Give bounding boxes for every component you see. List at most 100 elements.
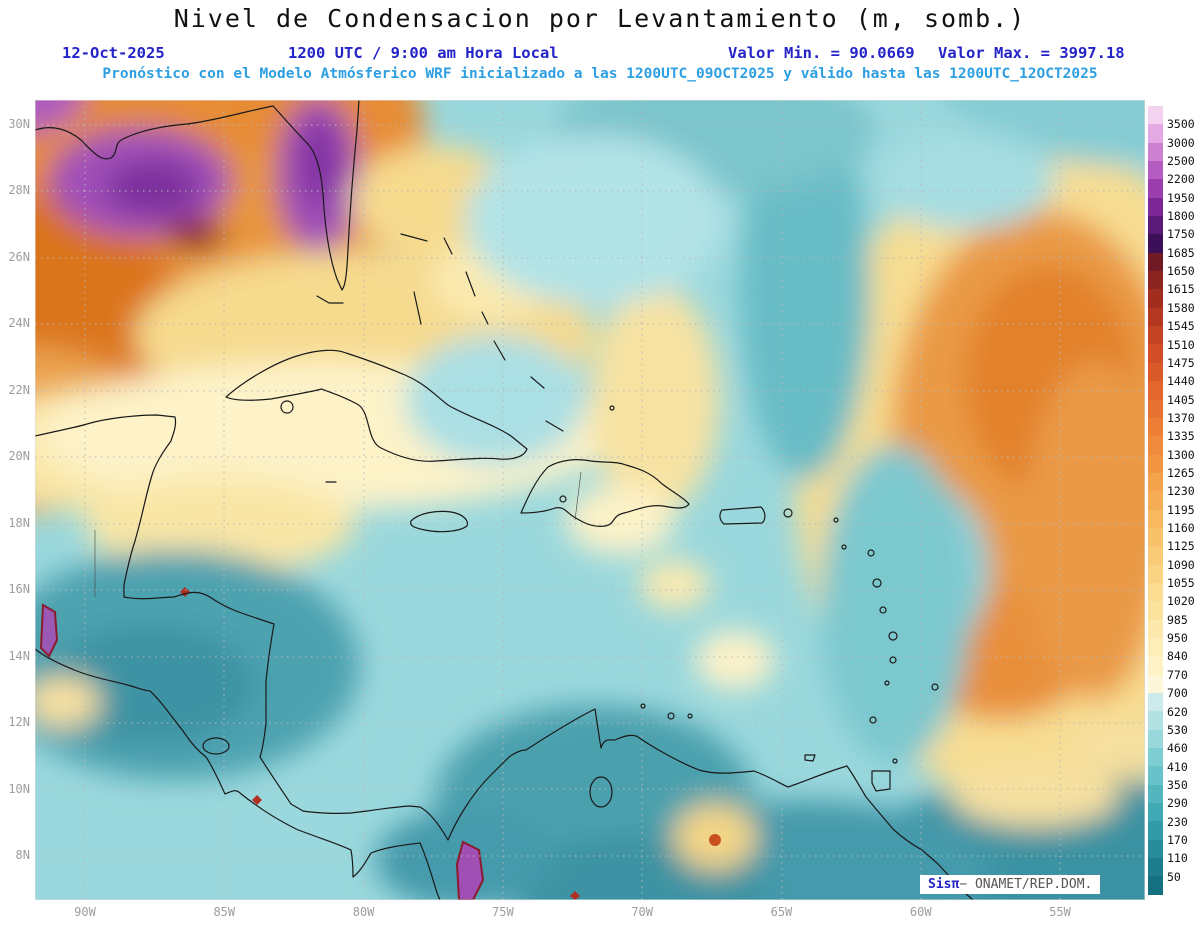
colorbar-level-770: 770 — [1167, 667, 1188, 682]
colorbar-cell-10 — [1148, 289, 1163, 308]
lat-tick-30N: 30N — [8, 117, 30, 131]
colorbar-level-410: 410 — [1167, 759, 1188, 774]
colorbar-cell-2 — [1148, 142, 1163, 162]
colorbar-level-3000: 3000 — [1167, 135, 1195, 150]
colorbar-cell-23 — [1148, 527, 1163, 547]
colorbar-level-110: 110 — [1167, 851, 1188, 866]
colorbar-level-1950: 1950 — [1167, 190, 1195, 205]
colorbar-level-1020: 1020 — [1167, 594, 1195, 609]
field-blobs — [35, 100, 1145, 900]
lcl-shaded-field — [34, 99, 1146, 901]
colorbar-cell-42 — [1148, 876, 1163, 895]
colorbar-cell-29 — [1148, 637, 1163, 657]
colorbar-cell-28 — [1148, 619, 1163, 638]
colorbar-level-530: 530 — [1167, 722, 1188, 737]
attribution-text: − ONAMET/REP.DOM. — [959, 877, 1093, 892]
colorbar-cell-13 — [1148, 344, 1163, 363]
coastlines — [35, 100, 974, 900]
lat-tick-20N: 20N — [8, 449, 30, 464]
colorbar-cell-16 — [1148, 399, 1163, 418]
colorbar-level-1545: 1545 — [1167, 319, 1195, 334]
colorbar-cell-40 — [1148, 839, 1163, 859]
colorbar-level-460: 460 — [1167, 741, 1188, 756]
colorbar-cell-32 — [1148, 693, 1163, 712]
lat-tick-8N: 8N — [15, 847, 30, 862]
colorbar-level-1125: 1125 — [1167, 539, 1195, 554]
colorbar-cell-26 — [1148, 582, 1163, 602]
colorbar-cell-6 — [1148, 216, 1163, 235]
colorbar-cell-8 — [1148, 252, 1163, 272]
lon-tick-55W: 55W — [1049, 905, 1071, 919]
attribution-badge: Sisπ− ONAMET/REP.DOM. — [920, 875, 1101, 894]
colorbar-cell-24 — [1148, 546, 1163, 565]
field-extremes — [39, 587, 721, 900]
colorbar-level-50: 50 — [1167, 869, 1181, 884]
colorbar-level-1510: 1510 — [1167, 337, 1195, 352]
colorbar-cell-3 — [1148, 161, 1163, 180]
colorbar-cell-0 — [1148, 106, 1163, 125]
colorbar-cell-7 — [1148, 234, 1163, 253]
graticule — [35, 100, 1145, 900]
value-max: Valor Max. = 3997.18 — [938, 44, 1125, 62]
colorbar-cell-14 — [1148, 362, 1163, 382]
colorbar-level-1750: 1750 — [1167, 227, 1195, 242]
political-borders — [94, 471, 582, 597]
colorbar — [1148, 106, 1163, 895]
colorbar-cell-11 — [1148, 307, 1163, 327]
colorbar-cell-37 — [1148, 784, 1163, 804]
colorbar-cell-22 — [1148, 509, 1163, 528]
lon-tick-85W: 85W — [213, 905, 236, 919]
colorbar-cell-36 — [1148, 766, 1163, 785]
colorbar-level-290: 290 — [1167, 796, 1188, 811]
colorbar-cell-39 — [1148, 821, 1163, 840]
colorbar-level-1300: 1300 — [1167, 447, 1195, 462]
colorbar-cell-38 — [1148, 803, 1163, 822]
colorbar-cell-25 — [1148, 564, 1163, 583]
colorbar-level-1055: 1055 — [1167, 576, 1195, 591]
colorbar-level-2200: 2200 — [1167, 172, 1195, 187]
colorbar-level-950: 950 — [1167, 631, 1188, 646]
colorbar-level-1685: 1685 — [1167, 245, 1195, 260]
colorbar-level-1195: 1195 — [1167, 502, 1195, 517]
forecast-init-line: Pronóstico con el Modelo Atmósferico WRF… — [102, 66, 1098, 82]
lat-tick-14N: 14N — [8, 648, 30, 663]
lat-tick-24N: 24N — [8, 316, 30, 331]
brand-label: Sisπ — [928, 877, 960, 892]
colorbar-cell-31 — [1148, 674, 1163, 693]
colorbar-cell-27 — [1148, 601, 1163, 620]
lat-tick-28N: 28N — [8, 183, 30, 198]
colorbar-cell-35 — [1148, 748, 1163, 767]
page-title: Nivel de Condensacion por Levantamiento … — [173, 4, 1027, 33]
colorbar-level-1090: 1090 — [1167, 557, 1195, 572]
colorbar-level-1370: 1370 — [1167, 410, 1195, 425]
lat-tick-26N: 26N — [8, 249, 30, 264]
colorbar-level-3500: 3500 — [1167, 117, 1195, 132]
colorbar-cell-33 — [1148, 711, 1163, 730]
lon-tick-80W: 80W — [352, 905, 375, 919]
colorbar-level-1615: 1615 — [1167, 282, 1195, 297]
lat-tick-22N: 22N — [8, 382, 30, 397]
colorbar-cell-9 — [1148, 271, 1163, 290]
colorbar-level-1800: 1800 — [1167, 209, 1195, 224]
colorbar-cell-1 — [1148, 124, 1163, 143]
colorbar-level-700: 700 — [1167, 686, 1188, 701]
colorbar-cell-15 — [1148, 381, 1163, 400]
colorbar-cell-41 — [1148, 858, 1163, 877]
colorbar-level-170: 170 — [1167, 832, 1188, 847]
colorbar-level-350: 350 — [1167, 777, 1188, 792]
lat-tick-16N: 16N — [8, 582, 30, 597]
value-min: Valor Min. = 90.0669 — [728, 44, 915, 62]
lat-tick-10N: 10N — [8, 781, 30, 796]
colorbar-cell-34 — [1148, 729, 1163, 749]
colorbar-level-1580: 1580 — [1167, 300, 1195, 315]
colorbar-level-1265: 1265 — [1167, 465, 1195, 480]
lon-tick-65W: 65W — [770, 905, 793, 919]
colorbar-level-840: 840 — [1167, 649, 1188, 664]
colorbar-cell-19 — [1148, 454, 1163, 473]
colorbar-level-620: 620 — [1167, 704, 1188, 719]
lon-tick-70W: 70W — [631, 905, 653, 919]
colorbar-cell-18 — [1148, 436, 1163, 455]
lon-tick-75W: 75W — [492, 905, 514, 919]
colorbar-cell-21 — [1148, 491, 1163, 510]
